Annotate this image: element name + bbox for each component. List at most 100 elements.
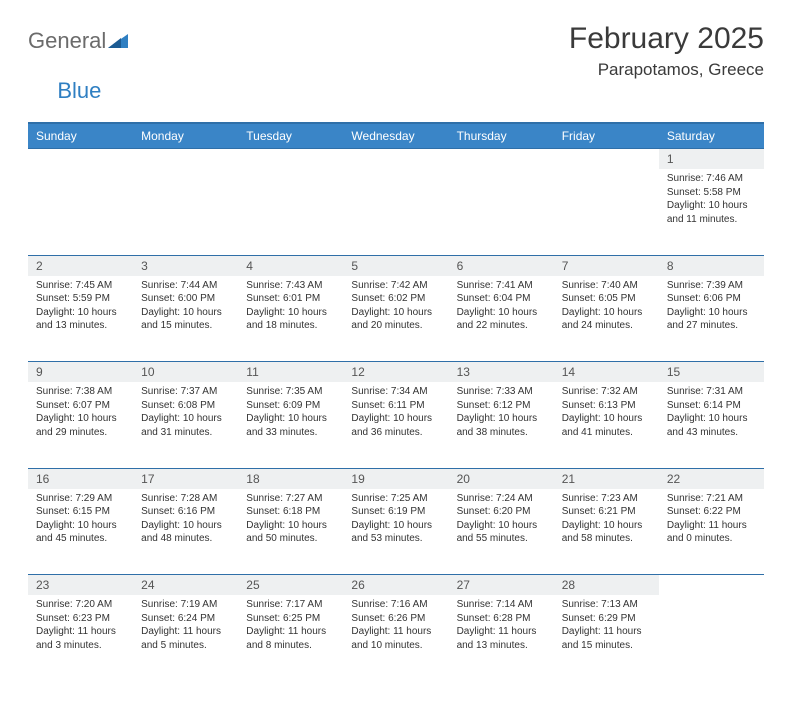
day-cell: Sunrise: 7:45 AMSunset: 5:59 PMDaylight:… <box>28 276 133 362</box>
day-line: and 29 minutes. <box>36 426 125 440</box>
day-line: Sunrise: 7:27 AM <box>246 492 335 506</box>
day-number: 8 <box>659 255 764 276</box>
day-line: Sunset: 6:24 PM <box>141 612 230 626</box>
day-line: Sunrise: 7:23 AM <box>562 492 651 506</box>
day-cell <box>554 169 659 255</box>
day-line: Sunset: 6:29 PM <box>562 612 651 626</box>
day-line: and 3 minutes. <box>36 639 125 653</box>
day-number: 24 <box>133 575 238 596</box>
day-line: and 5 minutes. <box>141 639 230 653</box>
day-number: 27 <box>449 575 554 596</box>
day-line: Daylight: 10 hours <box>36 412 125 426</box>
day-line: and 11 minutes. <box>667 213 756 227</box>
day-line: Sunset: 6:08 PM <box>141 399 230 413</box>
brand-word1: General <box>28 28 106 54</box>
day-line: Sunset: 6:15 PM <box>36 505 125 519</box>
day-line: Sunrise: 7:25 AM <box>351 492 440 506</box>
day-cell: Sunrise: 7:24 AMSunset: 6:20 PMDaylight:… <box>449 489 554 575</box>
day-line: and 50 minutes. <box>246 532 335 546</box>
day-line: Daylight: 10 hours <box>141 306 230 320</box>
week-content-row: Sunrise: 7:20 AMSunset: 6:23 PMDaylight:… <box>28 595 764 681</box>
day-number: 4 <box>238 255 343 276</box>
day-line: Sunset: 6:05 PM <box>562 292 651 306</box>
calendar-table: Sunday Monday Tuesday Wednesday Thursday… <box>28 122 764 681</box>
day-line: Daylight: 11 hours <box>351 625 440 639</box>
day-line: and 27 minutes. <box>667 319 756 333</box>
day-line: Daylight: 11 hours <box>36 625 125 639</box>
day-number: 5 <box>343 255 448 276</box>
day-line: Sunset: 6:13 PM <box>562 399 651 413</box>
day-cell: Sunrise: 7:33 AMSunset: 6:12 PMDaylight:… <box>449 382 554 468</box>
day-line: Sunrise: 7:41 AM <box>457 279 546 293</box>
day-line: Sunset: 6:07 PM <box>36 399 125 413</box>
day-number: 13 <box>449 362 554 383</box>
day-line: and 33 minutes. <box>246 426 335 440</box>
day-number: 21 <box>554 468 659 489</box>
day-line: Sunrise: 7:28 AM <box>141 492 230 506</box>
day-header-row: Sunday Monday Tuesday Wednesday Thursday… <box>28 123 764 149</box>
day-number: 12 <box>343 362 448 383</box>
day-number <box>28 149 133 170</box>
day-cell: Sunrise: 7:37 AMSunset: 6:08 PMDaylight:… <box>133 382 238 468</box>
day-line: Sunrise: 7:17 AM <box>246 598 335 612</box>
day-line: Sunset: 6:14 PM <box>667 399 756 413</box>
day-cell: Sunrise: 7:14 AMSunset: 6:28 PMDaylight:… <box>449 595 554 681</box>
day-number <box>133 149 238 170</box>
day-cell: Sunrise: 7:41 AMSunset: 6:04 PMDaylight:… <box>449 276 554 362</box>
day-line: Daylight: 10 hours <box>562 306 651 320</box>
col-sun: Sunday <box>28 123 133 149</box>
day-line: and 36 minutes. <box>351 426 440 440</box>
day-number: 11 <box>238 362 343 383</box>
day-cell <box>133 169 238 255</box>
day-line: Daylight: 10 hours <box>246 412 335 426</box>
day-line: Daylight: 10 hours <box>246 519 335 533</box>
day-number <box>554 149 659 170</box>
brand-logo: General <box>28 22 129 54</box>
day-line: and 31 minutes. <box>141 426 230 440</box>
day-line: Sunset: 6:19 PM <box>351 505 440 519</box>
day-line: Sunrise: 7:40 AM <box>562 279 651 293</box>
day-line: Sunrise: 7:33 AM <box>457 385 546 399</box>
day-line: and 13 minutes. <box>36 319 125 333</box>
day-number <box>238 149 343 170</box>
week-content-row: Sunrise: 7:29 AMSunset: 6:15 PMDaylight:… <box>28 489 764 575</box>
day-line: Sunrise: 7:45 AM <box>36 279 125 293</box>
day-cell: Sunrise: 7:21 AMSunset: 6:22 PMDaylight:… <box>659 489 764 575</box>
day-line: Sunrise: 7:20 AM <box>36 598 125 612</box>
day-number <box>343 149 448 170</box>
day-number: 26 <box>343 575 448 596</box>
day-line: and 41 minutes. <box>562 426 651 440</box>
day-line: Sunrise: 7:19 AM <box>141 598 230 612</box>
day-line: Sunrise: 7:21 AM <box>667 492 756 506</box>
day-line: and 18 minutes. <box>246 319 335 333</box>
day-line: and 24 minutes. <box>562 319 651 333</box>
day-number: 6 <box>449 255 554 276</box>
day-line: Daylight: 10 hours <box>351 306 440 320</box>
week-daynum-row: 1 <box>28 149 764 170</box>
day-line: Sunset: 6:21 PM <box>562 505 651 519</box>
col-sat: Saturday <box>659 123 764 149</box>
col-tue: Tuesday <box>238 123 343 149</box>
day-cell <box>343 169 448 255</box>
day-cell: Sunrise: 7:32 AMSunset: 6:13 PMDaylight:… <box>554 382 659 468</box>
title-block: February 2025 Parapotamos, Greece <box>569 22 764 80</box>
col-wed: Wednesday <box>343 123 448 149</box>
week-daynum-row: 16171819202122 <box>28 468 764 489</box>
week-content-row: Sunrise: 7:38 AMSunset: 6:07 PMDaylight:… <box>28 382 764 468</box>
day-line: Sunrise: 7:39 AM <box>667 279 756 293</box>
day-line: Sunset: 6:26 PM <box>351 612 440 626</box>
day-line: and 8 minutes. <box>246 639 335 653</box>
day-line: Sunset: 6:23 PM <box>36 612 125 626</box>
location: Parapotamos, Greece <box>569 60 764 80</box>
day-line: Sunset: 6:09 PM <box>246 399 335 413</box>
day-line: Sunrise: 7:14 AM <box>457 598 546 612</box>
day-cell: Sunrise: 7:43 AMSunset: 6:01 PMDaylight:… <box>238 276 343 362</box>
day-number <box>449 149 554 170</box>
day-number: 25 <box>238 575 343 596</box>
day-line: Sunset: 5:59 PM <box>36 292 125 306</box>
day-line: Daylight: 10 hours <box>667 199 756 213</box>
day-line: Sunrise: 7:44 AM <box>141 279 230 293</box>
day-cell <box>238 169 343 255</box>
day-cell: Sunrise: 7:16 AMSunset: 6:26 PMDaylight:… <box>343 595 448 681</box>
day-number: 10 <box>133 362 238 383</box>
